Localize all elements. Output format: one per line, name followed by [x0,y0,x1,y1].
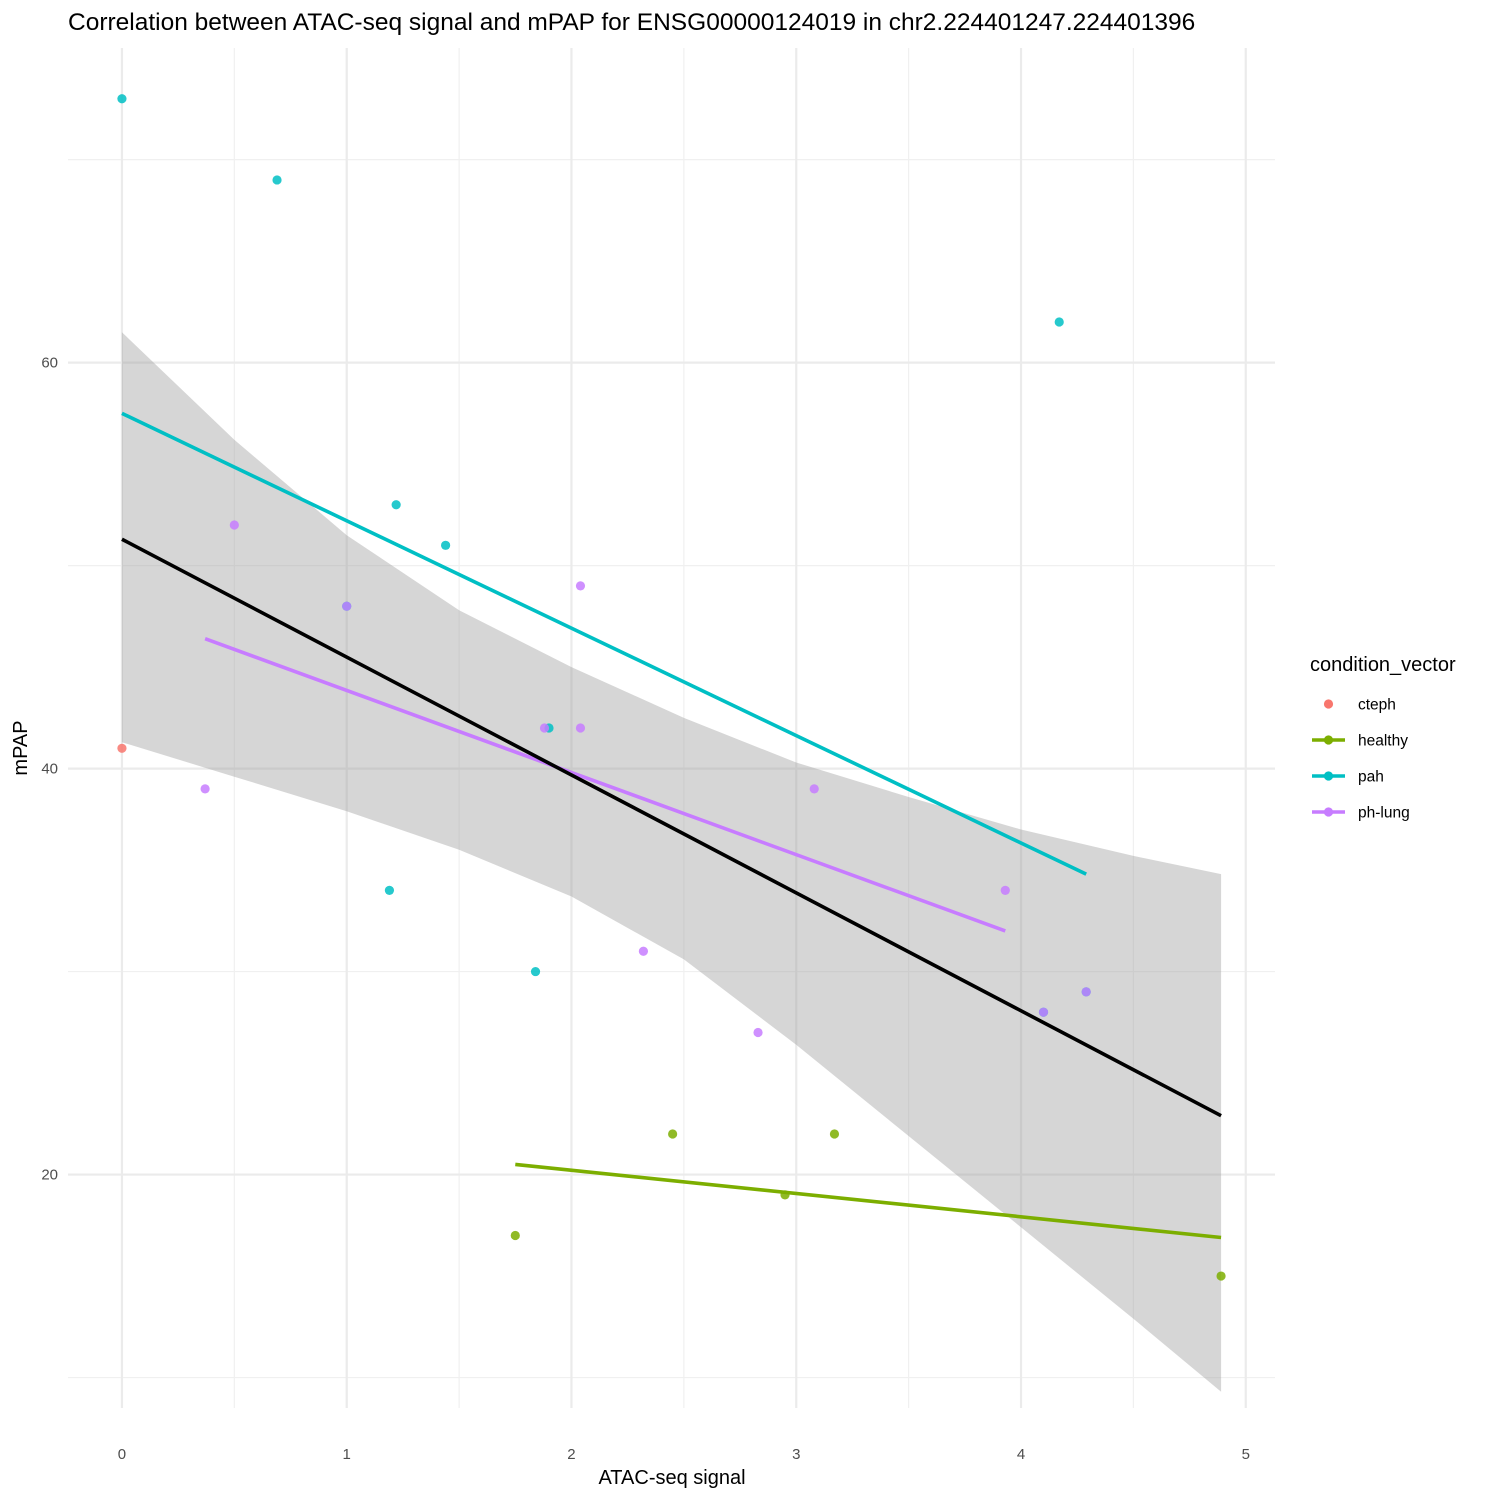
x-axis-title: ATAC-seq signal [598,1467,745,1489]
x-tick-label: 5 [1242,1446,1250,1463]
legend-label: cteph [1358,697,1396,714]
point-pah [117,94,127,104]
point-ph-lung [1000,885,1010,895]
y-tick-label: 40 [41,761,58,778]
point-ph-lung [200,784,210,794]
point-ph-lung [638,946,649,956]
x-tick-label: 4 [1017,1446,1025,1463]
regression-lines [121,411,1222,1240]
legend-label: healthy [1358,733,1408,750]
point-ph-lung [342,601,352,611]
x-tick-label: 1 [343,1446,351,1463]
point-ph-lung [809,784,819,794]
fit-line-pah [121,411,1087,876]
fit-line-overall [121,537,1222,1118]
point-healthy [510,1230,520,1241]
confidence-band-area [121,332,1222,1392]
x-tick-label: 3 [792,1446,800,1463]
y-axis-ticks: 20 40 60 [41,355,58,1184]
point-ph-lung [575,581,586,591]
fit-line-ph-lung [204,636,1006,933]
point-pah [530,966,541,977]
data-points [117,94,1226,1281]
legend-key-dot [1323,807,1334,817]
point-pah [1054,317,1064,327]
point-ph-lung [753,1027,763,1038]
legend-title: condition_vector [1310,654,1456,676]
grid [68,48,1275,1408]
point-healthy [829,1129,840,1139]
y-tick-label: 60 [41,355,58,372]
point-pah [391,500,401,510]
legend-label: ph-lung [1358,805,1410,822]
y-axis-title: mPAP [10,720,32,775]
point-pah [272,175,282,185]
point-pah [441,540,451,550]
point-healthy [668,1129,678,1139]
legend-key-dot [1323,699,1334,709]
point-ph-lung [539,723,550,733]
legend: condition_vector cteph healthy pah ph-lung [1310,654,1456,822]
point-ph-lung [575,723,586,733]
point-ph-lung [1038,1007,1049,1017]
point-healthy [1216,1271,1226,1281]
point-ph-lung [1081,987,1091,997]
point-pah [384,885,395,895]
confidence-band [121,332,1222,1392]
chart-title: Correlation between ATAC-seq signal and … [68,9,1195,36]
legend-label: pah [1358,769,1384,786]
point-cteph [117,743,127,753]
fit-line-healthy [515,1162,1222,1240]
legend-key-dot [1323,771,1334,781]
legend-key-dot [1323,735,1334,745]
x-tick-label: 0 [118,1446,126,1463]
y-tick-label: 20 [41,1167,58,1184]
x-tick-label: 2 [567,1446,575,1463]
x-axis-ticks: 0 1 2 3 4 5 [118,1446,1250,1463]
point-ph-lung [229,520,239,530]
